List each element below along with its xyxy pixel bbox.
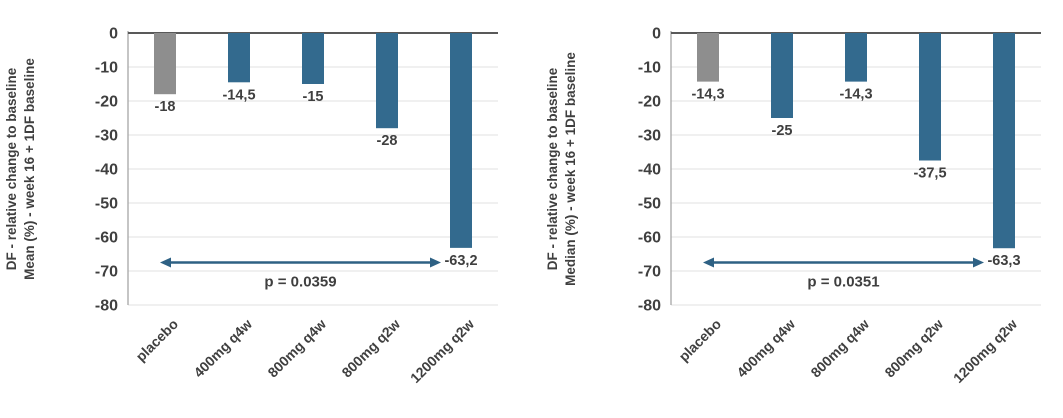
y-axis-title-line2: Median (%) - week 16 + 1DF baseline (563, 52, 578, 286)
x-category-label: placebo (675, 316, 724, 365)
x-category-label: 800mg q2w (881, 316, 946, 381)
y-tick-label: -50 (638, 196, 661, 213)
p-value-label: p = 0.0351 (807, 274, 879, 291)
y-tick-label: -50 (95, 196, 118, 213)
p-value-arrowhead-left (703, 257, 714, 268)
p-value-label: p = 0.0359 (264, 274, 336, 291)
y-tick-label: -80 (638, 298, 661, 315)
y-tick-label: -10 (95, 60, 118, 77)
bar-value-label: -18 (155, 99, 176, 115)
x-category-label: 400mg q4w (190, 316, 255, 381)
y-tick-label: -40 (95, 162, 118, 179)
bar-placebo (154, 33, 176, 95)
bar-value-label: -37,5 (913, 166, 946, 182)
y-tick-label: -30 (638, 128, 661, 145)
x-category-label: placebo (132, 316, 181, 365)
bar-value-label: -25 (772, 123, 793, 139)
y-tick-label: -70 (638, 264, 661, 281)
y-tick-label: 0 (109, 26, 118, 43)
bar-1200mg q2w (993, 33, 1015, 249)
mean-bar-chart-svg: -18 -14,5 -15 -28 -63,2 0 -10 -20 -30 -40 -50 -60 -7… (4, 26, 498, 386)
y-tick-label: -60 (638, 230, 661, 247)
bar-400mg q4w (228, 33, 250, 83)
y-tick-label: -60 (95, 230, 118, 247)
bar-800mg q2w (919, 33, 941, 161)
p-value-arrowhead-right (973, 257, 984, 268)
x-category-label: 800mg q4w (264, 316, 329, 381)
bar-value-label: -28 (377, 133, 398, 149)
bar-800mg q4w (302, 33, 324, 84)
median-bar-chart: -14,3 -25 -14,3 -37,5 -63,3 0 -10 -20 -30 -40 -50 -… (531, 0, 1062, 418)
y-tick-label: -70 (95, 264, 118, 281)
bar-value-label: -63,2 (444, 253, 477, 269)
y-axis-title-line1: DF - relative change to baseline (4, 67, 19, 270)
x-category-label: 1200mg q2w (407, 316, 477, 386)
bar-800mg q4w (845, 33, 867, 82)
x-category-label: 800mg q2w (338, 316, 403, 381)
y-axis-title-line1: DF - relative change to baseline (545, 67, 560, 270)
y-tick-label: -20 (95, 94, 118, 111)
y-tick-label: -20 (638, 94, 661, 111)
bar-value-label: -14,3 (691, 87, 724, 103)
y-tick-label: -10 (638, 60, 661, 77)
mean-bar-chart: -18 -14,5 -15 -28 -63,2 0 -10 -20 -30 -40 -50 -60 -7… (0, 0, 531, 418)
median-bar-chart-svg: -14,3 -25 -14,3 -37,5 -63,3 0 -10 -20 -30 -40 -50 -… (545, 26, 1041, 386)
p-value-arrowhead-right (430, 257, 441, 268)
bar-value-label: -14,5 (222, 87, 255, 103)
y-tick-label: 0 (652, 26, 661, 43)
y-tick-label: -30 (95, 128, 118, 145)
bar-value-label: -63,3 (987, 253, 1020, 269)
x-category-label: 400mg q4w (733, 316, 798, 381)
x-category-label: 1200mg q2w (950, 316, 1020, 386)
bar-400mg q4w (771, 33, 793, 118)
y-tick-label: -40 (638, 162, 661, 179)
y-tick-label: -80 (95, 298, 118, 315)
bar-value-label: -14,3 (839, 87, 872, 103)
bar-800mg q2w (376, 33, 398, 129)
x-category-label: 800mg q4w (807, 316, 872, 381)
y-axis-title-line2: Mean (%) - week 16 + 1DF baseline (22, 58, 37, 280)
p-value-arrowhead-left (160, 257, 171, 268)
bar-1200mg q2w (450, 33, 472, 248)
bar-placebo (697, 33, 719, 82)
bar-value-label: -15 (303, 89, 324, 105)
